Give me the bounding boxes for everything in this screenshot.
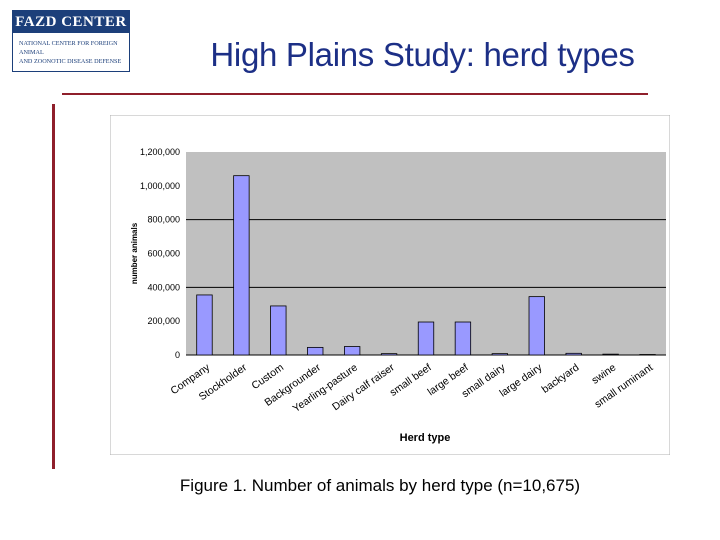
y-axis-title: number animals [130,222,139,284]
bar [491,353,509,356]
bar [380,353,398,356]
title-divider [62,93,648,95]
logo-name: FAZD CENTER [13,11,129,33]
bar [196,294,213,356]
bar [639,354,656,356]
bar [233,175,250,356]
bar [565,352,582,356]
bar [270,305,287,356]
bar [343,346,361,356]
y-tick-label: 200,000 [147,316,180,326]
bar-chart: 0 200,000 400,000 600,000 800,000 1,000,000 1,… [109,114,671,456]
bar [417,321,435,356]
y-tick-label: 1,000,000 [140,181,180,191]
slide-title: High Plains Study: herd types [210,36,635,73]
bar [602,353,619,356]
x-axis-title: Herd type [400,432,451,444]
y-tick-label: 600,000 [147,249,180,259]
bar [528,296,545,356]
bar [307,346,324,356]
y-tick-label: 0 [175,350,180,360]
figure-caption: Figure 1. Number of animals by herd type… [179,476,581,495]
bar [454,321,472,356]
logo-line-1: National Center for Foreign Animal [19,40,118,56]
side-divider [52,104,55,469]
plot-area [186,152,666,355]
logo-line-2: and Zoonotic Disease Defense [19,58,122,65]
fazd-logo: FAZD CENTER National Center for Foreign … [12,10,130,72]
y-tick-label: 1,200,000 [140,147,180,157]
y-tick-label: 400,000 [147,282,180,292]
chart-container: 0 200,000 400,000 600,000 800,000 1,000,000 1,… [109,114,671,456]
y-tick-label: 800,000 [147,215,180,225]
logo-subtitle: National Center for Foreign Animal and Z… [13,33,129,66]
